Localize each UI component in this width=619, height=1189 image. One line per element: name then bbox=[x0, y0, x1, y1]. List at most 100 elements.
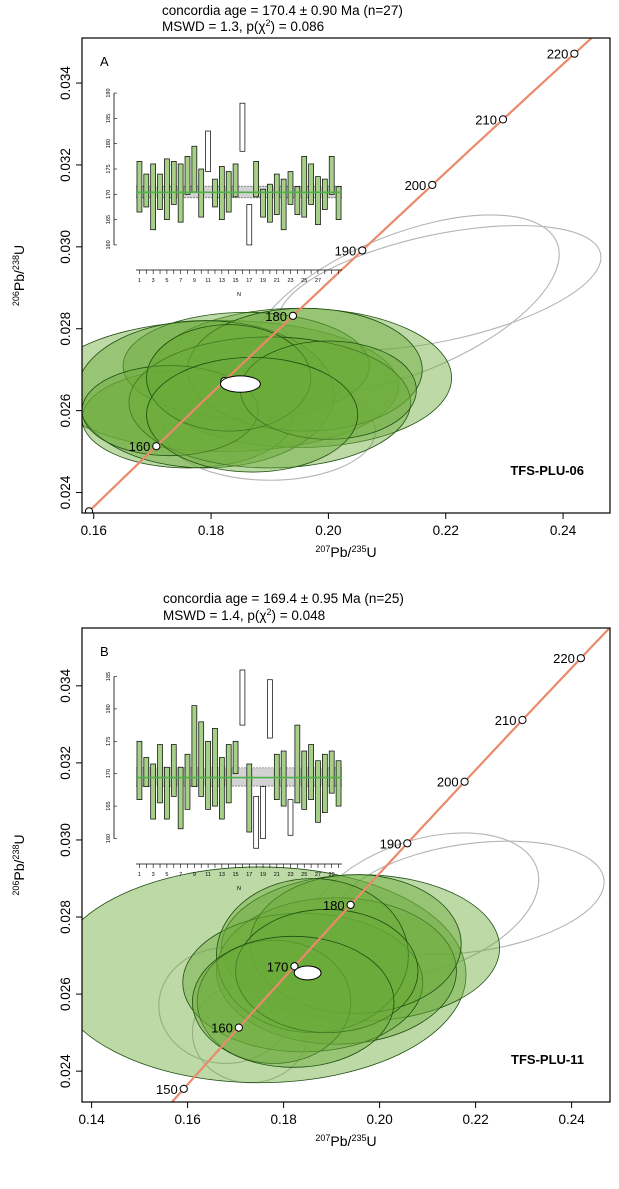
inset-x-tick-label: 27 bbox=[315, 872, 321, 878]
panel-label: B bbox=[100, 644, 109, 659]
x-tick-label: 0.16 bbox=[81, 523, 107, 538]
inset-x-tick-label: 25 bbox=[301, 872, 307, 878]
concordia-age-marker bbox=[358, 246, 367, 255]
age-bar bbox=[322, 178, 328, 210]
y-tick-label: 0.028 bbox=[58, 312, 73, 346]
inset-x-tick-label: 5 bbox=[165, 872, 168, 878]
age-bar bbox=[273, 173, 280, 215]
panel-a-title-line2: MSWD = 1.3, p(χ2) = 0.086 bbox=[162, 18, 324, 34]
concordia-age-marker bbox=[84, 507, 94, 513]
age-bar bbox=[143, 173, 150, 208]
concordia-plot-a: 160 180 190 200 210 220 0.16 0.18 0.20 0.22 0.24 0.… bbox=[11, 37, 611, 560]
concordia-curve bbox=[170, 628, 610, 1102]
error-ellipse bbox=[82, 365, 259, 457]
inset-x-tick-label: 9 bbox=[193, 872, 196, 878]
inset-y-tick-label: 165 bbox=[106, 215, 112, 224]
age-bar bbox=[315, 760, 321, 823]
age-bar bbox=[301, 155, 308, 218]
age-bar bbox=[246, 763, 253, 833]
sample-label: TFS-PLU-11 bbox=[511, 1052, 584, 1067]
panel-a-title-line1: concordia age = 170.4 ± 0.90 Ma (n=27) bbox=[162, 3, 403, 18]
age-bar bbox=[198, 721, 205, 797]
age-bar bbox=[150, 763, 156, 820]
inset-y-tick-label: 185 bbox=[106, 114, 112, 123]
panel-b-title-line1: concordia age = 169.4 ± 0.95 Ma (n=25) bbox=[163, 591, 404, 606]
y-tick-label: 0.026 bbox=[58, 394, 73, 428]
x-tick-label: 0.20 bbox=[315, 523, 341, 538]
rejected-error-ellipse bbox=[163, 381, 376, 481]
inset-y-tick-label: 190 bbox=[106, 88, 112, 97]
inset-x-tick-label: 17 bbox=[246, 872, 252, 878]
inset-x-label: N bbox=[237, 292, 241, 298]
concordia-age-marker bbox=[460, 777, 469, 786]
plot-frame bbox=[81, 627, 611, 1103]
inset-x-tick-label: 11 bbox=[205, 278, 211, 284]
y-tick-label: 0.034 bbox=[58, 66, 73, 100]
concordia-age-label: 160 bbox=[211, 1021, 233, 1036]
concordia-age-label: 210 bbox=[495, 713, 517, 728]
y-tick-label: 0.026 bbox=[58, 977, 73, 1011]
concordia-age-marker bbox=[152, 442, 161, 451]
inset-x-label: N bbox=[237, 886, 241, 892]
x-tick-label: 0.20 bbox=[366, 1112, 392, 1127]
inset-x-tick-label: 3 bbox=[152, 278, 155, 284]
concordia-age-label: 160 bbox=[129, 439, 151, 454]
age-bar bbox=[143, 757, 150, 788]
concordia-age-marker bbox=[346, 900, 355, 909]
age-bar bbox=[335, 760, 342, 807]
x-tick-label: 0.14 bbox=[78, 1112, 105, 1127]
concordia-age-ellipse bbox=[293, 965, 322, 981]
y-tick-label: 0.032 bbox=[58, 148, 73, 182]
concordia-age-marker bbox=[428, 180, 437, 190]
rejected-error-ellipse bbox=[306, 832, 540, 979]
age-bar bbox=[260, 188, 266, 218]
sample-label: TFS-PLU-06 bbox=[510, 463, 584, 478]
concordia-age-marker bbox=[288, 311, 298, 320]
inset-x-tick-label: 27 bbox=[315, 278, 321, 284]
age-bar bbox=[136, 161, 143, 213]
age-bar bbox=[225, 744, 232, 804]
age-bar bbox=[184, 155, 191, 195]
inset-x-tick-label: 1 bbox=[138, 872, 141, 878]
error-ellipse bbox=[215, 878, 409, 1034]
x-tick-label: 0.16 bbox=[174, 1112, 200, 1127]
panel-b-title-line2: MSWD = 1.4, p(χ2) = 0.048 bbox=[163, 607, 325, 623]
error-ellipse bbox=[82, 320, 335, 469]
age-bar bbox=[164, 158, 170, 220]
inset-x-tick-label: 15 bbox=[233, 278, 239, 284]
concordia-age-label: 200 bbox=[437, 775, 459, 790]
inset-x-tick-label: 25 bbox=[301, 278, 307, 284]
rejected-age-bar bbox=[239, 102, 246, 152]
rejected-error-ellipse bbox=[336, 840, 605, 955]
age-bar bbox=[308, 163, 314, 205]
y-tick-label: 0.034 bbox=[58, 668, 73, 702]
inset-y-tick-label: 175 bbox=[106, 164, 112, 173]
inset-y-tick-label: 180 bbox=[106, 139, 112, 148]
age-bar bbox=[301, 750, 308, 810]
age-bar bbox=[322, 753, 328, 813]
rejected-error-ellipse bbox=[158, 947, 294, 1065]
age-bar bbox=[328, 750, 335, 794]
age-bar bbox=[212, 727, 218, 807]
age-bar bbox=[157, 744, 163, 804]
age-bar bbox=[287, 171, 294, 205]
inset-x-tick-label: 3 bbox=[152, 872, 155, 878]
y-tick-label: 0.030 bbox=[58, 823, 73, 857]
inset-y-tick-label: 160 bbox=[106, 240, 112, 249]
inset-x-tick-label: 23 bbox=[287, 872, 293, 878]
age-bar bbox=[294, 186, 301, 215]
y-tick-label: 0.028 bbox=[58, 900, 73, 934]
plot-area bbox=[82, 628, 610, 1102]
error-ellipse bbox=[146, 356, 359, 473]
x-tick-label: 0.18 bbox=[198, 523, 224, 538]
inset-x-tick-label: 7 bbox=[179, 872, 182, 878]
error-ellipse bbox=[235, 908, 419, 1034]
error-ellipse bbox=[215, 897, 457, 1045]
age-bar bbox=[205, 740, 211, 810]
age-bar bbox=[328, 155, 335, 195]
rejected-age-bar bbox=[287, 799, 294, 836]
x-axis-label: 207Pb/235U bbox=[315, 544, 376, 560]
inset-y-tick-label: 170 bbox=[106, 769, 112, 778]
